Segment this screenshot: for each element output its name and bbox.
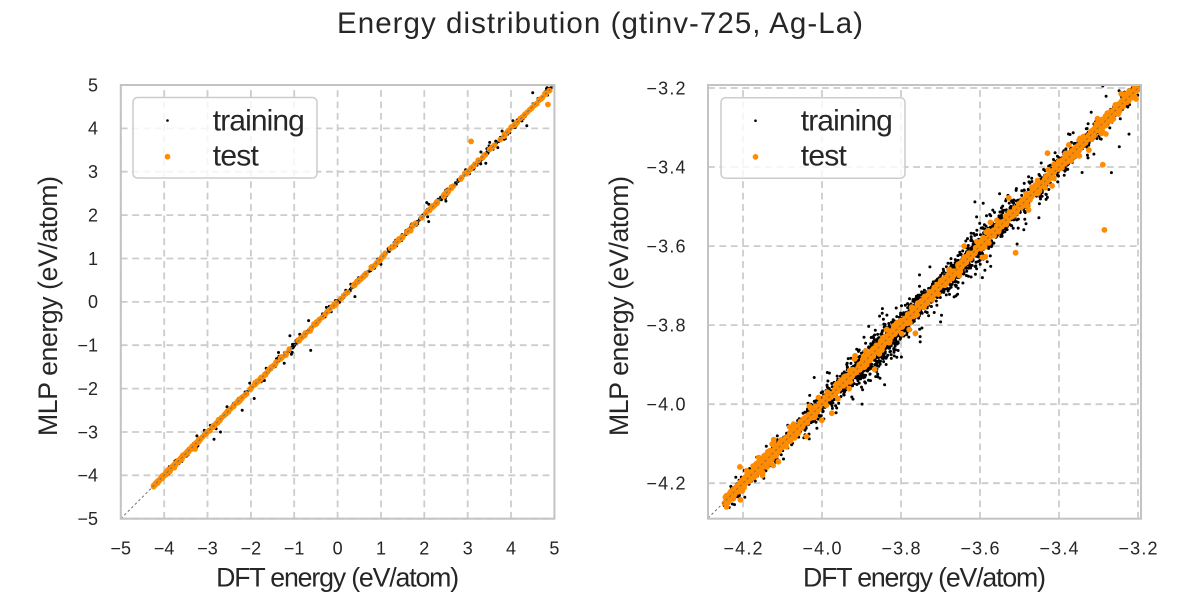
svg-text:training: training [801, 105, 893, 138]
svg-text:0: 0 [88, 292, 98, 312]
svg-text:−2: −2 [77, 379, 98, 399]
svg-text:−4.0: −4.0 [647, 395, 686, 415]
svg-text:1: 1 [88, 249, 98, 269]
svg-text:3: 3 [88, 162, 98, 182]
svg-text:5: 5 [549, 539, 559, 559]
svg-text:−3.8: −3.8 [647, 315, 686, 335]
svg-text:2: 2 [88, 205, 98, 225]
svg-text:MLP energy (eV/atom): MLP energy (eV/atom) [604, 176, 634, 436]
svg-text:test: test [801, 140, 848, 173]
svg-text:−3.2: −3.2 [647, 78, 686, 98]
svg-text:−4.2: −4.2 [724, 539, 763, 559]
svg-text:−3.2: −3.2 [1119, 539, 1158, 559]
svg-text:4: 4 [88, 119, 98, 139]
svg-text:−3.4: −3.4 [1040, 539, 1079, 559]
svg-text:−1: −1 [77, 336, 98, 356]
svg-text:3: 3 [463, 539, 473, 559]
svg-text:−3.6: −3.6 [647, 236, 686, 256]
svg-text:−4.0: −4.0 [803, 539, 842, 559]
svg-text:1: 1 [376, 539, 386, 559]
svg-text:−3: −3 [197, 539, 218, 559]
svg-text:DFT energy (eV/atom): DFT energy (eV/atom) [803, 563, 1046, 593]
svg-text:−1: −1 [284, 539, 305, 559]
svg-text:MLP energy (eV/atom): MLP energy (eV/atom) [33, 176, 63, 436]
svg-text:−2: −2 [241, 539, 262, 559]
svg-text:−3: −3 [77, 422, 98, 442]
svg-text:−5: −5 [77, 509, 98, 529]
svg-text:−3.4: −3.4 [647, 157, 686, 177]
svg-text:−5: −5 [111, 539, 132, 559]
svg-text:−3.8: −3.8 [882, 539, 921, 559]
svg-text:Energy distribution (gtinv-725: Energy distribution (gtinv-725, Ag-La) [337, 7, 863, 40]
svg-text:test: test [213, 139, 260, 172]
svg-text:2: 2 [419, 539, 429, 559]
svg-text:−4: −4 [154, 539, 175, 559]
svg-text:training: training [213, 104, 305, 137]
svg-text:4: 4 [506, 539, 516, 559]
svg-text:0: 0 [333, 539, 343, 559]
svg-text:DFT energy (eV/atom): DFT energy (eV/atom) [216, 563, 459, 593]
svg-text:−4: −4 [77, 466, 98, 486]
svg-text:−3.6: −3.6 [961, 539, 1000, 559]
svg-text:−4.2: −4.2 [647, 474, 686, 494]
svg-text:5: 5 [88, 75, 98, 95]
